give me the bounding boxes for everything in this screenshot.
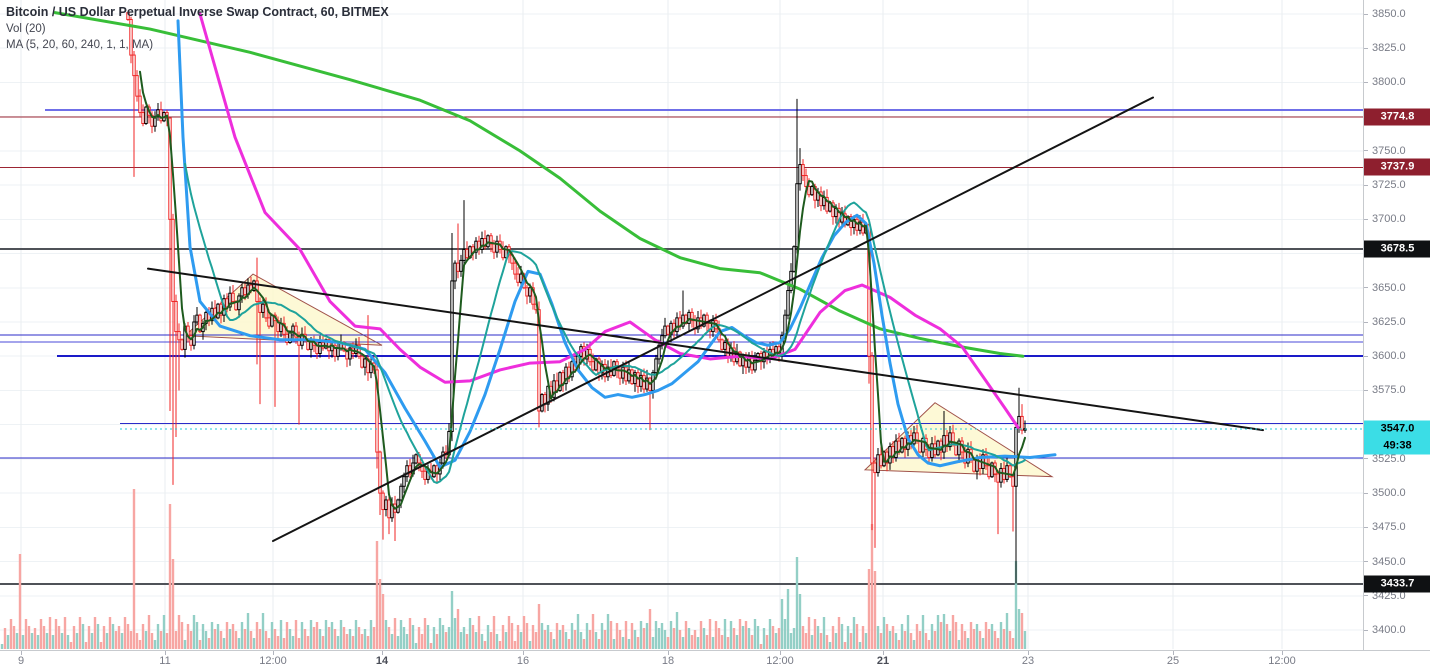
time-tick-label: 12:00 <box>766 655 794 667</box>
price-tick-label: 3725.0 <box>1372 179 1406 192</box>
ma-slow-line <box>198 12 1020 429</box>
price-tick-label: 3425.0 <box>1372 589 1406 602</box>
price-tick-mark <box>1364 219 1368 220</box>
time-tick-mark <box>668 651 669 655</box>
price-tick-mark <box>1364 458 1368 459</box>
time-tick-label: 25 <box>1166 655 1180 667</box>
ma-60-line <box>176 19 1057 469</box>
price-tick-label: 3625.0 <box>1372 316 1406 328</box>
ma-20-line <box>184 162 1026 484</box>
volume-bars <box>0 489 1027 649</box>
time-tick-label: 23 <box>1021 655 1035 667</box>
ma-240-line <box>53 11 1025 358</box>
price-tick-label: 3450.0 <box>1372 555 1406 568</box>
price-tick-mark <box>1364 561 1368 562</box>
time-tick-label: 12:00 <box>259 655 287 667</box>
price-tick-label: 3750.0 <box>1372 144 1406 157</box>
price-tick-label: 3825.0 <box>1372 42 1406 55</box>
time-tick-mark <box>780 651 781 655</box>
candles <box>126 11 1027 584</box>
price-tick-label: 3500.0 <box>1372 487 1406 500</box>
time-tick-mark <box>165 651 166 655</box>
time-tick-mark <box>523 651 524 655</box>
time-tick-label: 9 <box>17 655 25 667</box>
time-tick-mark <box>1282 651 1283 655</box>
price-tick-mark <box>1364 14 1368 15</box>
price-tick-label: 3600.0 <box>1372 350 1406 363</box>
price-tick-label: 3700.0 <box>1372 213 1406 226</box>
price-tick-mark <box>1364 390 1368 391</box>
time-tick-label: 12:00 <box>1268 655 1296 667</box>
price-label-3774.8: 3774.8 <box>1364 108 1430 126</box>
price-axis[interactable]: 3850.0 3825.0 3800.0 3750.0 3725.0 3700.0 3650… <box>1363 0 1430 650</box>
time-tick-mark <box>382 651 383 655</box>
price-tick-mark <box>1364 82 1368 83</box>
time-tick-mark <box>1173 651 1174 655</box>
chart-pane[interactable] <box>0 0 1363 650</box>
time-tick-mark <box>883 651 884 655</box>
price-tick-mark <box>1364 493 1368 494</box>
price-tick-mark <box>1364 48 1368 49</box>
price-tick-mark <box>1364 287 1368 288</box>
price-tick-label: 3650.0 <box>1372 281 1406 294</box>
price-tick-mark <box>1364 527 1368 528</box>
time-axis[interactable]: 9 11 12:00 14 16 18 12:00 21 23 25 12:00 <box>0 650 1430 672</box>
time-tick-label: 18 <box>661 655 675 667</box>
trendlines <box>147 96 1264 543</box>
price-label-3433.7: 3433.7 <box>1364 575 1430 593</box>
price-tick-mark <box>1364 322 1368 323</box>
price-tick-label: 3400.0 <box>1372 624 1406 636</box>
price-label-3737.9: 3737.9 <box>1364 158 1430 176</box>
ma-5-line <box>139 70 1026 510</box>
price-tick-label: 3575.0 <box>1372 384 1406 397</box>
countdown-label: 49:38 <box>1364 437 1430 455</box>
time-tick-label: 14 <box>375 655 389 667</box>
price-tick-label: 3525.0 <box>1372 452 1406 465</box>
price-label-3547.0: 3547.0 <box>1364 420 1430 438</box>
time-tick-mark <box>21 651 22 655</box>
time-tick-label: 16 <box>516 655 530 667</box>
price-tick-mark <box>1364 595 1368 596</box>
price-tick-mark <box>1364 150 1368 151</box>
price-tick-mark <box>1364 630 1368 631</box>
price-tick-mark <box>1364 356 1368 357</box>
price-tick-label: 3800.0 <box>1372 76 1406 89</box>
time-tick-label: 11 <box>159 655 171 667</box>
price-tick-label: 3850.0 <box>1372 8 1406 20</box>
time-tick-mark <box>1028 651 1029 655</box>
time-tick-mark <box>273 651 274 655</box>
price-label-3678.5: 3678.5 <box>1364 240 1430 258</box>
price-tick-label: 3475.0 <box>1372 521 1406 534</box>
price-tick-mark <box>1364 185 1368 186</box>
time-tick-label: 21 <box>876 655 890 667</box>
